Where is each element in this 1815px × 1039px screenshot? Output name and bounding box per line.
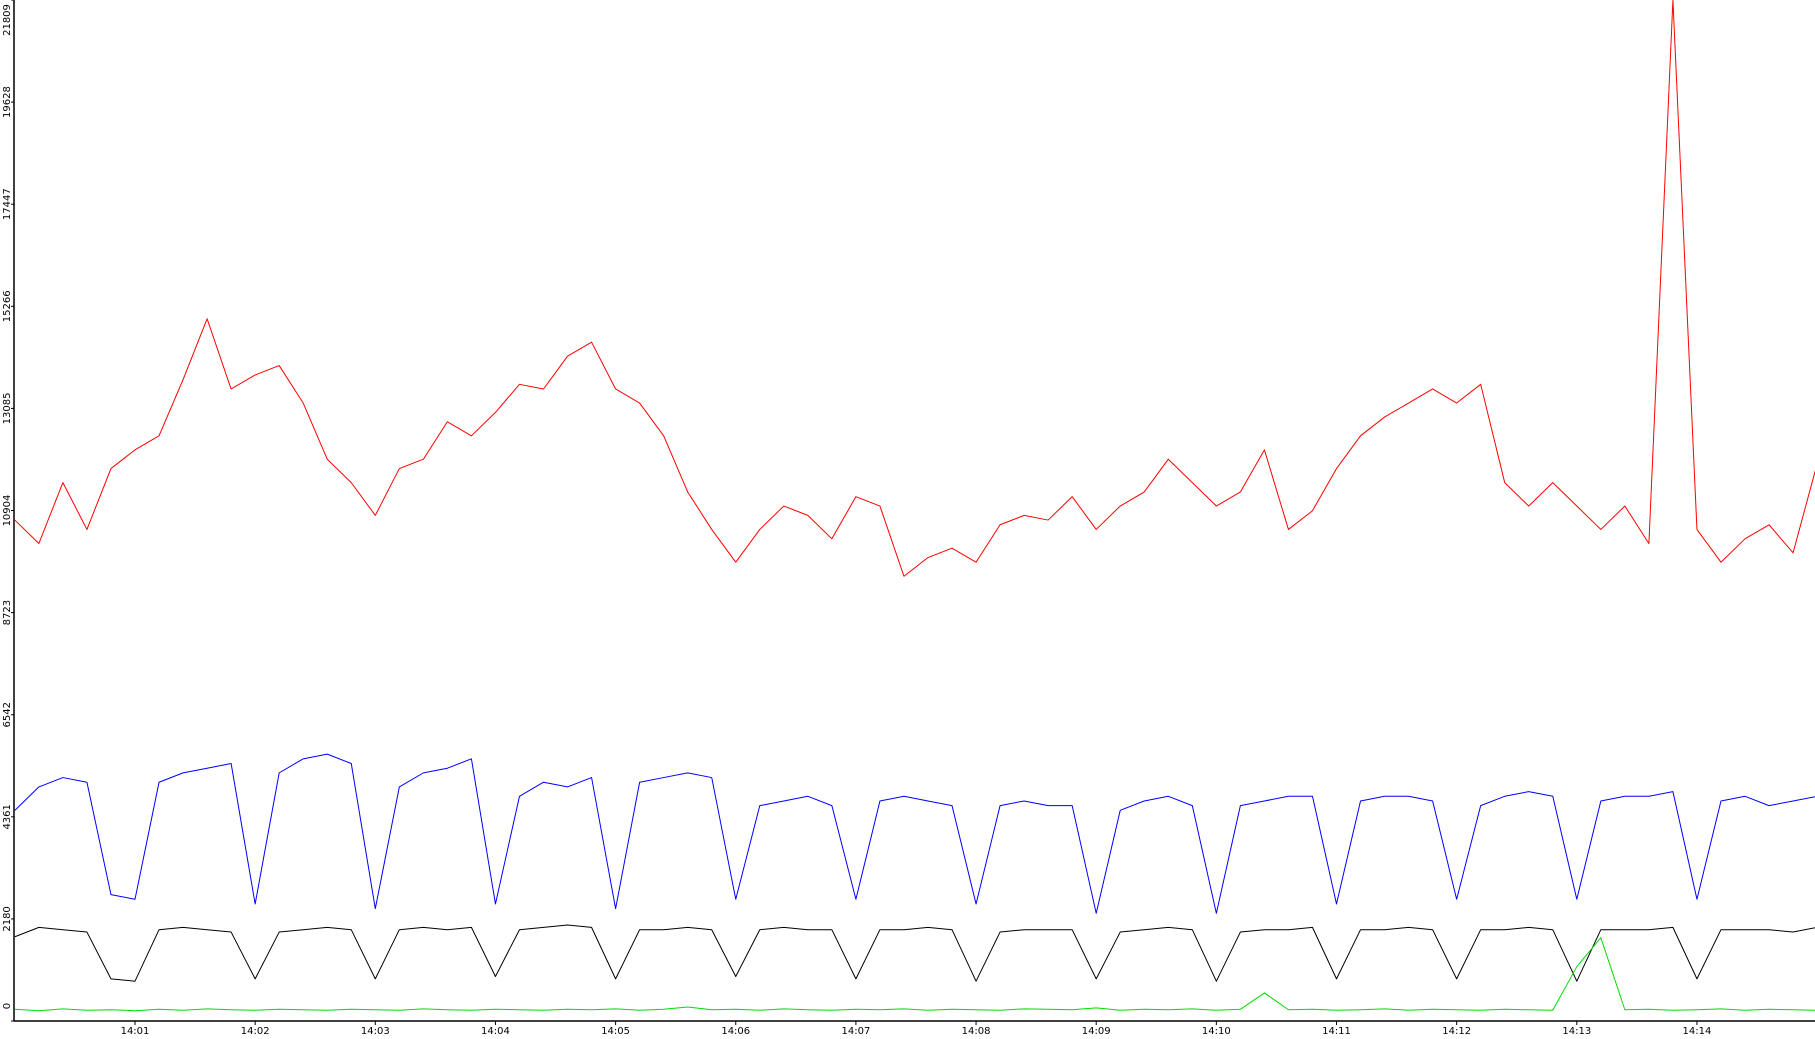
y-tick-label: 17447: [2, 188, 13, 220]
x-tick-label: 14:01: [121, 1026, 150, 1037]
y-tick-label: 15266: [2, 290, 13, 322]
x-tick-label: 14:12: [1442, 1026, 1471, 1037]
series-line: [14, 0, 1815, 577]
x-tick-label: 14:02: [241, 1026, 270, 1037]
y-tick-label: 4361: [2, 804, 13, 829]
x-tick-label: 14:08: [962, 1026, 991, 1037]
y-tick-label: 8723: [2, 600, 13, 625]
y-tick-label: 13085: [2, 393, 13, 425]
x-tick-label: 14:06: [721, 1026, 750, 1037]
y-tick-label: 6542: [2, 702, 13, 727]
y-tick-label: 0: [2, 1003, 13, 1009]
x-tick-label: 14:09: [1082, 1026, 1111, 1037]
series-line: [14, 937, 1815, 1012]
y-tick-label: 21809: [2, 4, 13, 36]
x-tick-label: 14:07: [841, 1026, 870, 1037]
x-tick-label: 14:05: [601, 1026, 630, 1037]
x-tick-label: 14:04: [481, 1026, 510, 1037]
y-tick-label: 2180: [2, 906, 13, 931]
x-tick-label: 14:13: [1562, 1026, 1591, 1037]
x-tick-label: 14:14: [1683, 1026, 1712, 1037]
x-tick-label: 14:10: [1202, 1026, 1231, 1037]
y-tick-label: 19628: [2, 86, 13, 118]
series-line: [14, 924, 1815, 982]
x-tick-label: 14:11: [1322, 1026, 1351, 1037]
x-tick-label: 14:03: [361, 1026, 390, 1037]
y-tick-label: 10904: [2, 495, 13, 527]
series-line: [14, 753, 1815, 914]
